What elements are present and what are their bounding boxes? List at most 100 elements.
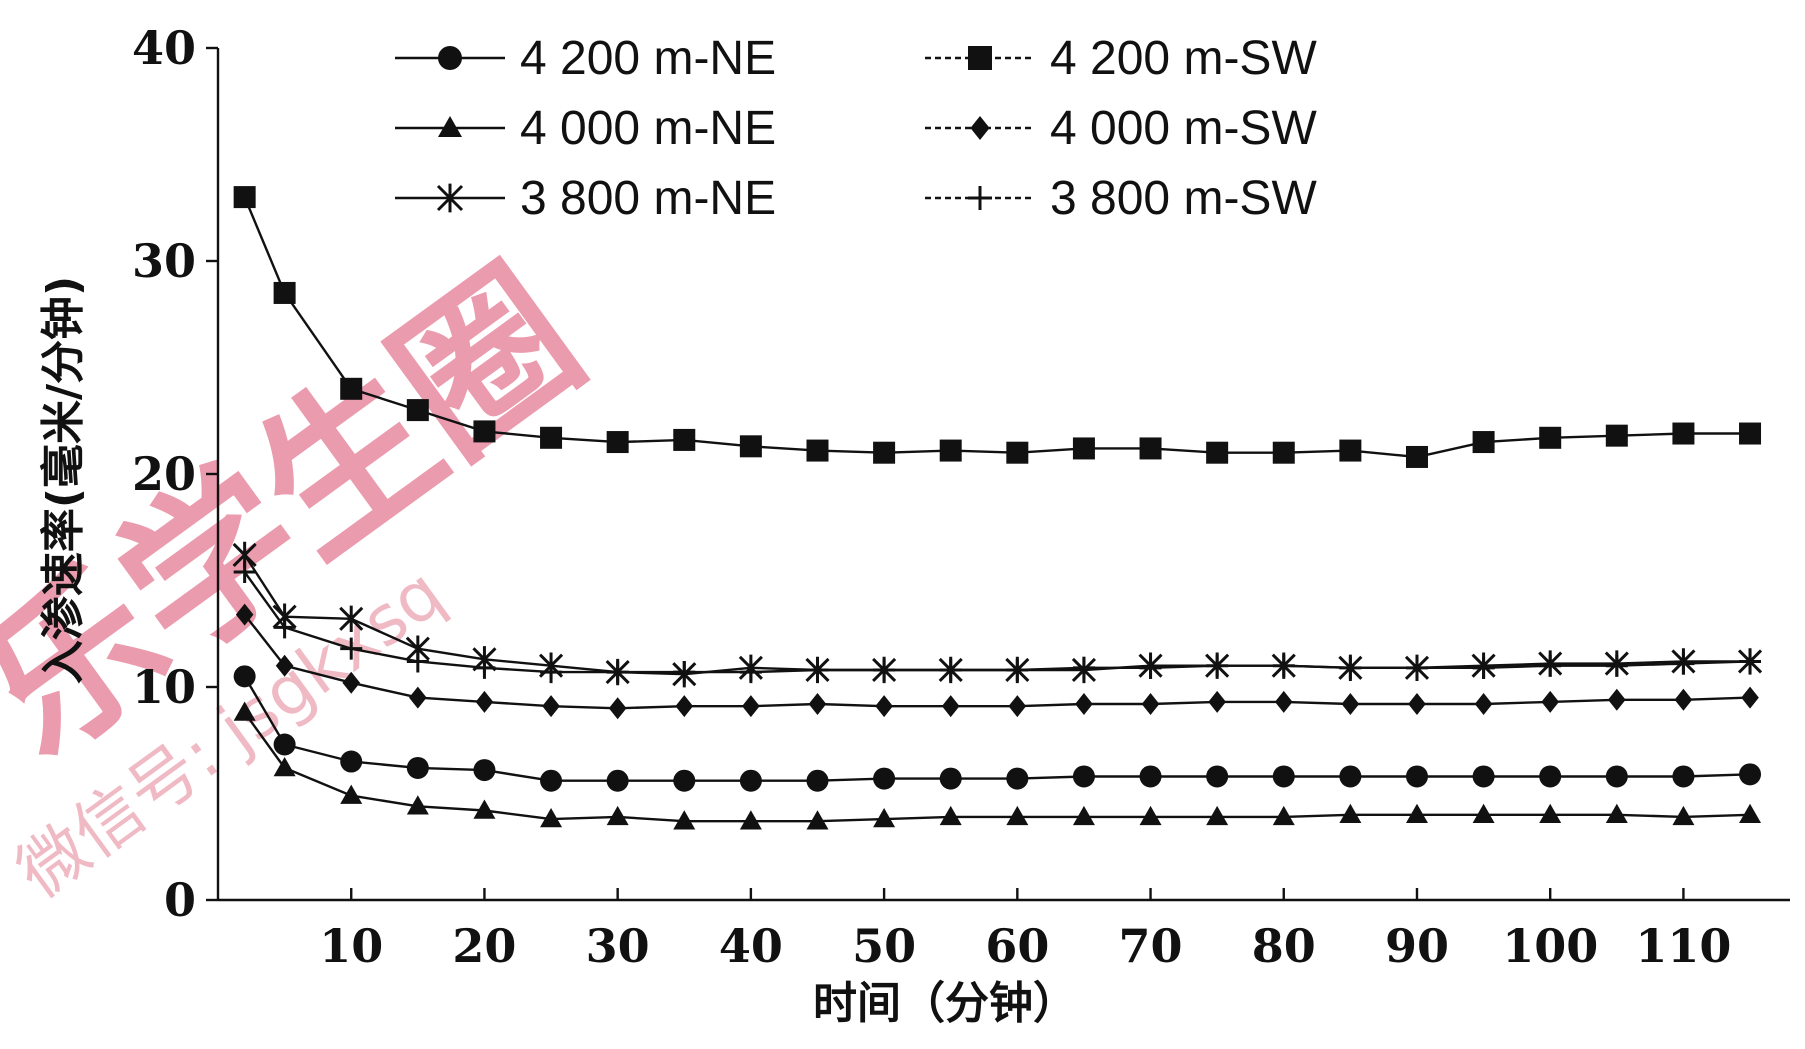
data-point: [273, 733, 296, 756]
data-point: [1741, 686, 1759, 709]
data-point: [406, 650, 429, 673]
data-point: [939, 767, 962, 790]
x-ticks: 10 20 30 40 50 60 70 80 90 100 110: [319, 888, 1731, 973]
data-point: [342, 671, 361, 694]
data-point: [1405, 656, 1428, 679]
series-line: [243, 675, 1751, 782]
legend-item: 4 200 m-SW: [925, 32, 1317, 85]
data-point: [606, 431, 629, 454]
x-tick-label: 30: [586, 919, 650, 973]
data-point: [939, 658, 962, 681]
data-point: [438, 46, 462, 70]
axes: 0 10 20 30 40 10 20 30 40 50 60 70 80 90 100 110: [132, 21, 1790, 973]
data-point: [1405, 445, 1428, 468]
x-tick-label: 80: [1252, 919, 1316, 973]
series-0: [233, 665, 1762, 792]
data-point: [1672, 422, 1695, 445]
data-point: [1672, 765, 1695, 788]
series-line: [243, 571, 1751, 674]
data-point: [941, 695, 960, 718]
data-point: [806, 769, 829, 792]
series-5: [233, 560, 1762, 684]
data-point: [339, 605, 364, 633]
data-point: [1541, 690, 1560, 713]
data-point: [968, 46, 992, 70]
data-point: [275, 654, 294, 677]
y-tick-label: 30: [132, 234, 196, 288]
data-point: [436, 183, 464, 213]
data-point: [1472, 765, 1495, 788]
data-point: [406, 795, 429, 815]
data-point: [1272, 654, 1295, 677]
data-point: [340, 637, 363, 660]
data-point: [1206, 654, 1229, 677]
data-point: [1608, 688, 1626, 711]
x-axis-title: 时间（分钟）: [813, 978, 1077, 1029]
data-point: [739, 661, 762, 684]
data-point: [1206, 765, 1229, 788]
data-point: [1472, 803, 1495, 824]
data-point: [1075, 693, 1093, 716]
data-point: [233, 701, 256, 721]
data-point: [1274, 690, 1293, 713]
data-point: [438, 116, 462, 137]
legend-item: 4 200 m-NE: [395, 32, 776, 85]
data-point: [675, 695, 694, 718]
legend-item: 3 800 m-NE: [395, 172, 776, 225]
series-line: [243, 196, 1750, 459]
series-line: [243, 711, 1751, 823]
legend-label: 4 200 m-NE: [520, 32, 776, 85]
data-point: [739, 769, 762, 792]
data-point: [1605, 803, 1628, 824]
legend-label: 3 800 m-SW: [1050, 172, 1317, 225]
data-point: [742, 695, 760, 718]
data-point: [473, 420, 496, 443]
legend-label: 4 000 m-NE: [520, 102, 776, 155]
data-point: [873, 658, 896, 681]
y-ticks: 0 10 20 30 40: [132, 21, 218, 927]
data-point: [1139, 805, 1162, 826]
data-point: [409, 686, 427, 709]
data-point: [1408, 693, 1426, 716]
data-point: [273, 616, 296, 639]
x-tick-label: 10: [319, 919, 383, 973]
data-point: [1339, 803, 1362, 824]
watermark: 乐学生圈 微信号: jsgkxsq: [0, 233, 614, 913]
data-point: [606, 661, 629, 684]
data-point: [1739, 422, 1762, 445]
data-point: [1539, 765, 1562, 788]
legend-label: 4 200 m-SW: [1050, 32, 1317, 85]
data-point: [608, 697, 627, 720]
data-point: [540, 661, 563, 684]
data-point: [875, 695, 893, 718]
data-point: [873, 767, 896, 790]
data-point: [1072, 437, 1095, 460]
series-2: [233, 701, 1762, 830]
series-line: [243, 554, 1750, 676]
x-tick-label: 50: [852, 919, 916, 973]
data-point: [1472, 431, 1495, 454]
data-point: [1672, 652, 1695, 675]
data-point: [273, 756, 296, 777]
data-point: [673, 810, 696, 830]
data-point: [808, 693, 827, 716]
series-3: [235, 603, 1759, 720]
data-point: [1141, 693, 1160, 716]
data-point: [406, 399, 429, 422]
data-point: [606, 769, 629, 792]
series-layer: [232, 186, 1763, 830]
data-point: [1072, 656, 1095, 679]
data-point: [1139, 656, 1162, 679]
data-point: [473, 656, 496, 679]
data-point: [1339, 439, 1362, 462]
data-point: [1739, 803, 1762, 824]
data-point: [873, 808, 896, 828]
data-point: [1605, 654, 1628, 677]
data-point: [1006, 441, 1029, 464]
x-tick-label: 110: [1635, 919, 1731, 973]
data-point: [739, 435, 762, 458]
data-point: [1405, 765, 1428, 788]
data-point: [1339, 656, 1362, 679]
data-point: [1674, 688, 1693, 711]
